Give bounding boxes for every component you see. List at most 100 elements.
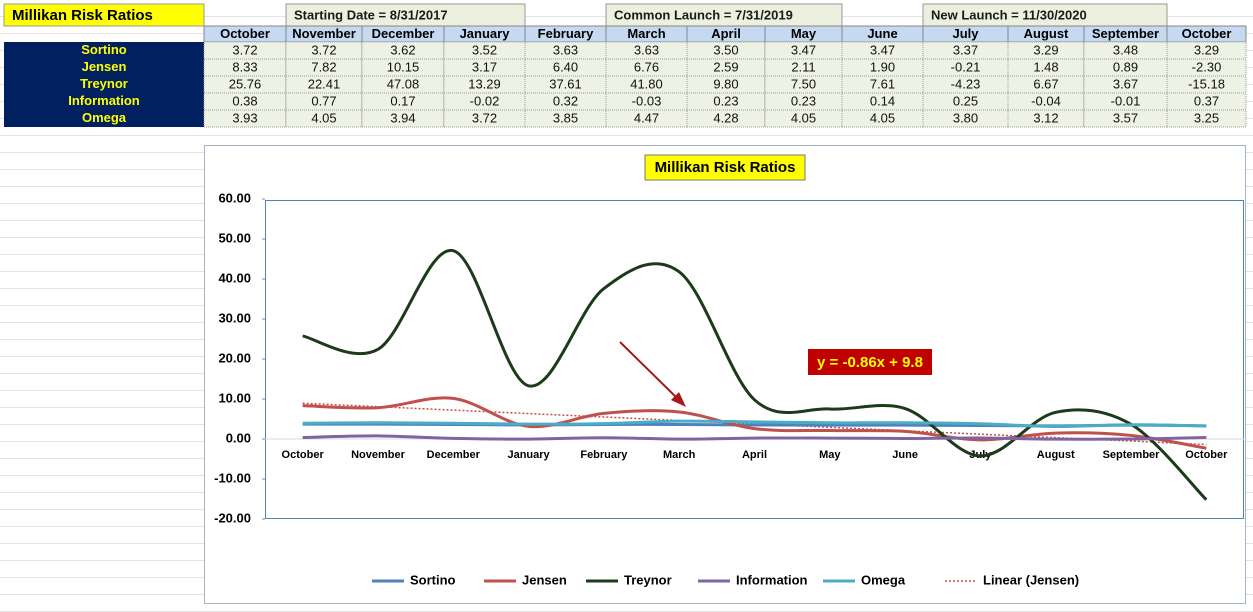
table-cell bbox=[1166, 109, 1247, 128]
row-label-block bbox=[4, 42, 204, 127]
cell-value: 47.08 bbox=[387, 76, 420, 91]
cell-value: 3.29 bbox=[1194, 42, 1219, 57]
arrow bbox=[619, 341, 679, 400]
cell-value: -4.23 bbox=[951, 76, 981, 91]
x-tick-label: January bbox=[507, 449, 550, 461]
x-tick-label: March bbox=[663, 449, 696, 461]
trendline-label-box bbox=[808, 349, 932, 375]
x-tick-label: June bbox=[892, 449, 918, 461]
y-tick-label: 30.00 bbox=[218, 310, 251, 325]
cell-value: 0.37 bbox=[1194, 93, 1219, 108]
x-tick-label: April bbox=[742, 449, 767, 461]
cell-value: 3.47 bbox=[870, 42, 895, 57]
y-tick-label: 20.00 bbox=[218, 350, 251, 365]
cell-value: 3.48 bbox=[1113, 42, 1138, 57]
cell-value: -0.21 bbox=[951, 59, 981, 74]
cell-value: 6.67 bbox=[1033, 76, 1058, 91]
cell-value: 3.63 bbox=[634, 42, 659, 57]
x-tick-label: February bbox=[580, 449, 628, 461]
y-tick-label: -20.00 bbox=[214, 510, 251, 525]
plot-area bbox=[265, 200, 1244, 519]
y-tick-label: 10.00 bbox=[218, 390, 251, 405]
cell-value: 10.15 bbox=[387, 59, 420, 74]
cell-value: 1.90 bbox=[870, 59, 895, 74]
cell-value: 6.40 bbox=[553, 59, 578, 74]
cell-value: 3.37 bbox=[953, 42, 978, 57]
cell-value: -15.18 bbox=[1188, 76, 1225, 91]
table-cell bbox=[841, 109, 924, 128]
cell-value: 3.93 bbox=[232, 110, 257, 125]
cell-value: 7.61 bbox=[870, 76, 895, 91]
legend-label: Information bbox=[736, 572, 808, 587]
cell-value: 6.76 bbox=[634, 59, 659, 74]
cell-value: -0.03 bbox=[632, 93, 662, 108]
row-label: Sortino bbox=[81, 42, 127, 57]
table-cell bbox=[1083, 75, 1168, 94]
cell-value: -2.30 bbox=[1192, 59, 1222, 74]
note: Common Launch = 7/31/2019 bbox=[614, 7, 793, 22]
cell-value: 25.76 bbox=[229, 76, 262, 91]
x-tick-label: December bbox=[427, 449, 481, 461]
table-cell bbox=[764, 109, 843, 128]
cell-value: 3.94 bbox=[390, 110, 415, 125]
cell-value: 3.47 bbox=[791, 42, 816, 57]
x-tick-label: August bbox=[1037, 449, 1075, 461]
cell-value: 0.89 bbox=[1113, 59, 1138, 74]
series-line bbox=[302, 434, 1207, 441]
cell-value: 13.29 bbox=[468, 76, 501, 91]
column-header: December bbox=[372, 26, 435, 41]
cell-value: 3.50 bbox=[713, 42, 738, 57]
legend-label: Treynor bbox=[624, 572, 672, 587]
cell-value: 8.33 bbox=[232, 59, 257, 74]
column-header: October bbox=[220, 26, 270, 41]
y-tick-label: 0.00 bbox=[226, 430, 251, 445]
table-cell bbox=[1083, 92, 1168, 111]
cell-value: 3.29 bbox=[1033, 42, 1058, 57]
cell-value: 0.32 bbox=[553, 93, 578, 108]
series-line bbox=[302, 419, 1207, 429]
column-header: August bbox=[1024, 26, 1069, 41]
legend-label: Omega bbox=[861, 572, 906, 587]
cell-value: 3.72 bbox=[311, 42, 336, 57]
cell-value: 9.80 bbox=[713, 76, 738, 91]
cell-value: 4.47 bbox=[634, 110, 659, 125]
cell-value: 7.50 bbox=[791, 76, 816, 91]
table-cell bbox=[922, 109, 1009, 128]
cell-value: 3.72 bbox=[232, 42, 257, 57]
column-header: September bbox=[1092, 26, 1159, 41]
x-tick-label: October bbox=[282, 449, 325, 461]
table-cell bbox=[1083, 109, 1168, 128]
y-tick-label: 50.00 bbox=[218, 230, 251, 245]
cell-value: 1.48 bbox=[1033, 59, 1058, 74]
cell-value: 3.57 bbox=[1113, 110, 1138, 125]
cell-value: -0.01 bbox=[1111, 93, 1141, 108]
column-header: March bbox=[627, 26, 665, 41]
note: New Launch = 11/30/2020 bbox=[931, 7, 1087, 22]
legend-label: Sortino bbox=[410, 572, 456, 587]
cell-value: 0.23 bbox=[713, 93, 738, 108]
cell-value: 0.23 bbox=[791, 93, 816, 108]
table-cell bbox=[605, 109, 688, 128]
y-tick-label: 40.00 bbox=[218, 270, 251, 285]
cell-value: 0.38 bbox=[232, 93, 257, 108]
series-line bbox=[302, 396, 1207, 450]
cell-value: 22.41 bbox=[308, 76, 341, 91]
cell-value: 3.17 bbox=[472, 59, 497, 74]
table-cell bbox=[1166, 58, 1247, 77]
cell-value: 4.28 bbox=[713, 110, 738, 125]
row-label: Information bbox=[68, 93, 140, 108]
cell-value: 7.82 bbox=[311, 59, 336, 74]
column-header: February bbox=[538, 26, 594, 41]
cell-value: 2.11 bbox=[791, 59, 815, 74]
cell-value: 4.05 bbox=[311, 110, 336, 125]
cell-value: 4.05 bbox=[870, 110, 895, 125]
y-tick-label: 60.00 bbox=[218, 190, 251, 205]
cell-value: 3.52 bbox=[472, 42, 497, 57]
column-header: November bbox=[292, 26, 356, 41]
x-tick-label: November bbox=[351, 449, 406, 461]
chart-area bbox=[204, 145, 1246, 604]
cell-value: 0.17 bbox=[390, 93, 415, 108]
column-header: October bbox=[1182, 26, 1232, 41]
x-tick-label: October bbox=[1185, 449, 1228, 461]
